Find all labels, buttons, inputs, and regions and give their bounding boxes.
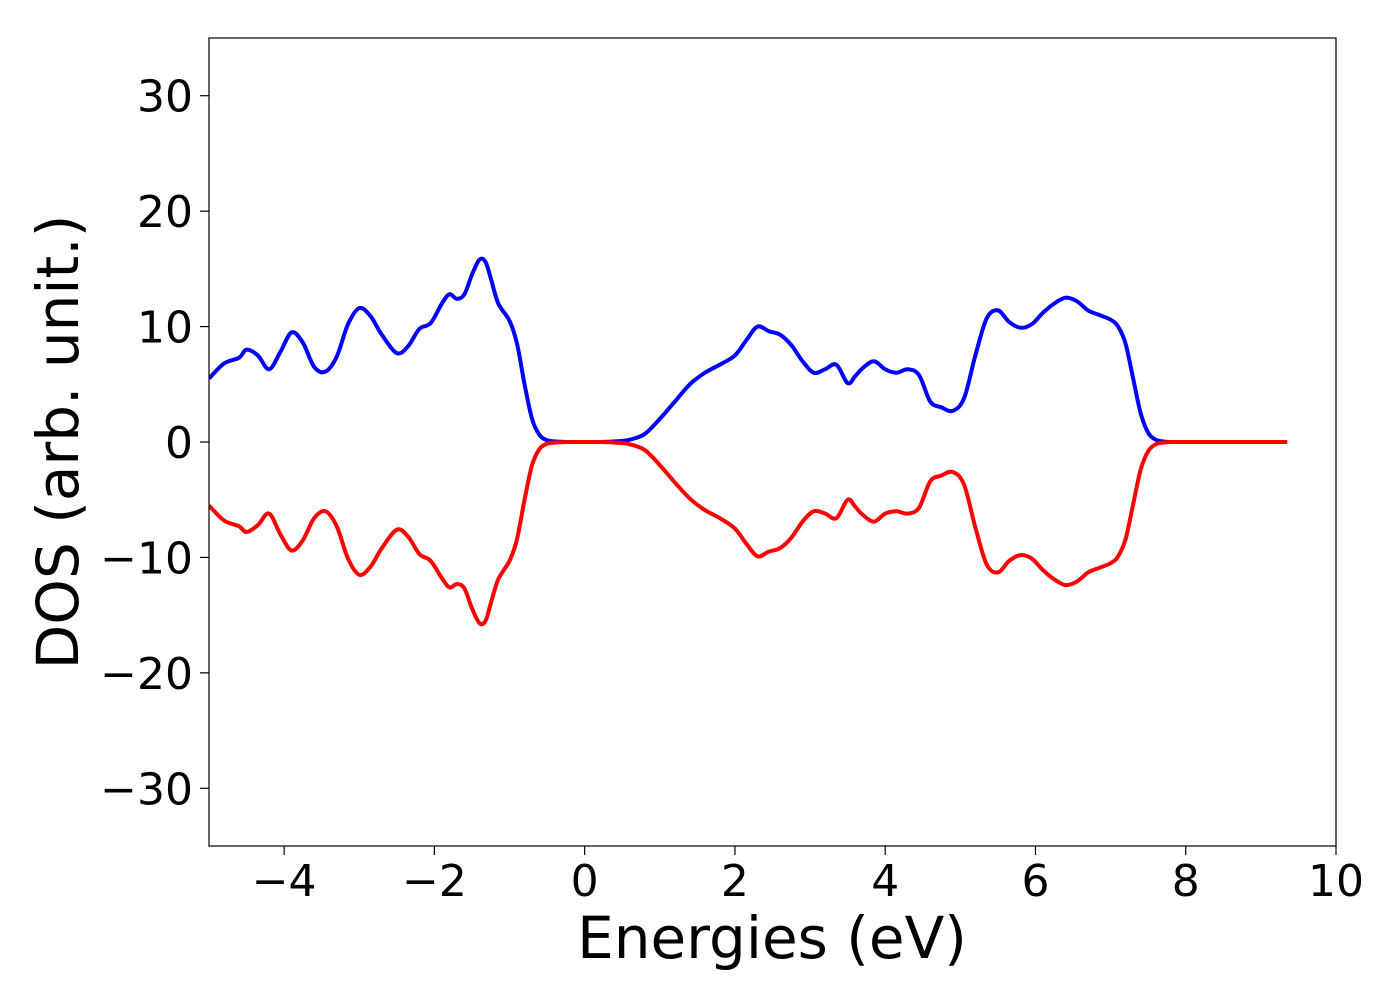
y-tick-label: 30: [137, 72, 193, 123]
series-line-0: [209, 256, 1288, 445]
y-axis-label: DOS (arb. unit.): [24, 215, 92, 670]
x-tick-label: −2: [402, 856, 467, 907]
x-tick-label: 4: [871, 856, 899, 907]
y-tick-label: 10: [137, 303, 193, 354]
x-tick-label: 2: [721, 856, 749, 907]
y-tick-label: 0: [165, 418, 193, 469]
plot-frame: [208, 37, 1337, 847]
y-tick-label: −10: [100, 533, 193, 584]
x-axis-label: Energies (eV): [577, 904, 967, 972]
x-tick-label: −4: [252, 856, 317, 907]
series-line-1: [209, 439, 1288, 627]
x-tick-label: 6: [1021, 856, 1049, 907]
x-tick-label: 10: [1308, 856, 1364, 907]
y-tick-label: −20: [100, 649, 193, 700]
y-tick-label: −30: [100, 764, 193, 815]
y-tick-label: 20: [137, 187, 193, 238]
series-layer: [209, 256, 1288, 627]
x-tick-label: 8: [1172, 856, 1200, 907]
x-tick-label: 0: [571, 856, 599, 907]
